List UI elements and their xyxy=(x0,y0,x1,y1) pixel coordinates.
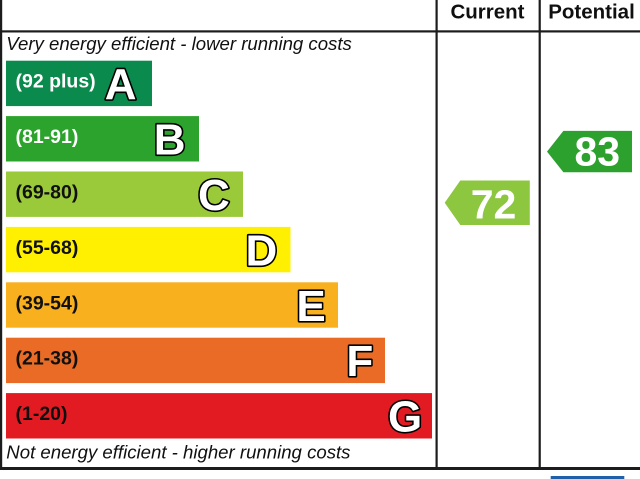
svg-text:(1-20): (1-20) xyxy=(16,403,68,425)
svg-text:(39-54): (39-54) xyxy=(16,292,79,314)
svg-text:72: 72 xyxy=(471,182,517,228)
svg-text:B: B xyxy=(154,116,186,165)
svg-text:F: F xyxy=(346,337,373,386)
svg-text:E: E xyxy=(296,282,325,331)
svg-text:Very energy efficient - lower: Very energy efficient - lower running co… xyxy=(6,33,352,54)
svg-text:C: C xyxy=(198,171,230,220)
svg-text:83: 83 xyxy=(574,129,620,175)
svg-text:A: A xyxy=(105,60,137,109)
svg-text:Potential: Potential xyxy=(548,0,635,23)
svg-text:(69-80): (69-80) xyxy=(16,182,79,204)
svg-text:Current: Current xyxy=(450,0,524,23)
svg-text:(92 plus): (92 plus) xyxy=(16,71,96,93)
svg-text:(55-68): (55-68) xyxy=(16,237,79,259)
svg-text:(81-91): (81-91) xyxy=(16,126,79,148)
svg-text:D: D xyxy=(246,226,278,275)
svg-text:(21-38): (21-38) xyxy=(16,348,79,370)
svg-text:G: G xyxy=(388,393,422,442)
svg-text:Not energy efficient - higher: Not energy efficient - higher running co… xyxy=(6,441,350,462)
